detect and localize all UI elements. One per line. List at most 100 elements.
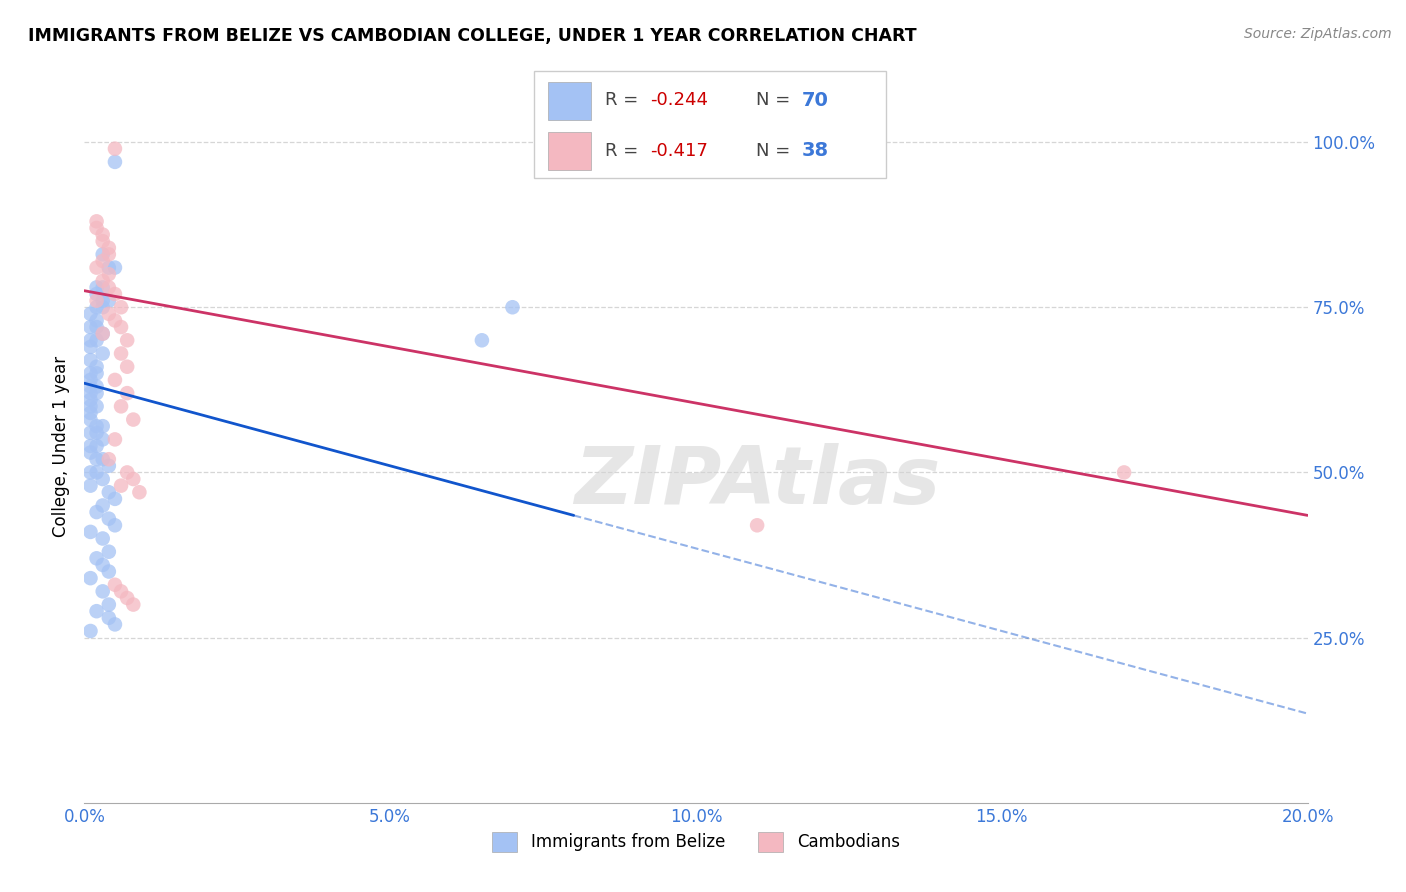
Point [86,313,108,327]
Point [79,478,101,492]
Point [79,406,101,420]
Point [97,545,120,559]
Text: -0.244: -0.244 [650,91,709,109]
Point [122,412,145,426]
Point [122,472,145,486]
Point [97,511,120,525]
Point [79,571,101,585]
Point [97,485,120,500]
Text: N =: N = [756,142,796,160]
Point [91,326,114,341]
Point [86,333,108,347]
Point [97,611,120,625]
Point [122,598,145,612]
Point [91,346,114,360]
Point [86,419,108,434]
Point [79,439,101,453]
FancyBboxPatch shape [548,82,591,120]
Point [115,333,138,347]
Point [1114,466,1136,480]
Point [502,300,524,314]
Y-axis label: College, Under 1 year: College, Under 1 year [52,355,70,537]
Point [128,485,150,500]
Point [104,373,127,387]
Point [110,300,132,314]
Point [115,591,138,605]
Point [91,532,114,546]
Point [97,452,120,467]
Point [79,466,101,480]
Point [86,320,108,334]
Point [91,280,114,294]
Point [79,524,101,539]
Point [104,617,127,632]
Legend: Immigrants from Belize, Cambodians: Immigrants from Belize, Cambodians [485,825,907,859]
Point [104,491,127,506]
Point [86,367,108,381]
Point [97,260,120,275]
Point [86,425,108,440]
Point [104,154,127,169]
Text: IMMIGRANTS FROM BELIZE VS CAMBODIAN COLLEGE, UNDER 1 YEAR CORRELATION CHART: IMMIGRANTS FROM BELIZE VS CAMBODIAN COLL… [28,27,917,45]
Point [86,214,108,228]
Point [79,425,101,440]
Point [471,333,494,347]
Point [86,260,108,275]
Point [104,260,127,275]
Text: R =: R = [605,142,644,160]
Point [86,439,108,453]
Point [86,359,108,374]
Point [79,340,101,354]
Point [97,293,120,308]
FancyBboxPatch shape [548,132,591,169]
Point [79,320,101,334]
Point [86,280,108,294]
Point [97,267,120,281]
Point [86,300,108,314]
Point [104,142,127,156]
Point [86,466,108,480]
Text: 70: 70 [801,91,828,110]
Point [97,280,120,294]
Point [115,466,138,480]
Point [91,227,114,242]
Point [97,307,120,321]
Point [97,458,120,473]
Point [86,400,108,414]
Point [110,478,132,492]
Point [104,313,127,327]
Point [86,604,108,618]
Point [110,320,132,334]
Point [91,234,114,248]
Point [79,392,101,407]
Point [104,578,127,592]
Point [115,386,138,401]
Point [79,400,101,414]
Point [91,300,114,314]
Point [91,293,114,308]
Point [110,400,132,414]
Point [86,379,108,393]
Point [91,433,114,447]
Point [91,419,114,434]
Point [79,373,101,387]
Point [110,346,132,360]
Point [104,433,127,447]
Point [91,326,114,341]
Point [104,518,127,533]
Point [79,307,101,321]
Text: R =: R = [605,91,644,109]
Point [97,241,120,255]
Point [104,287,127,301]
FancyBboxPatch shape [534,71,886,178]
Point [86,287,108,301]
Point [97,598,120,612]
Point [79,412,101,426]
Point [79,624,101,638]
Point [79,367,101,381]
Point [86,386,108,401]
Point [79,445,101,459]
Point [79,333,101,347]
Point [86,505,108,519]
Point [86,221,108,235]
